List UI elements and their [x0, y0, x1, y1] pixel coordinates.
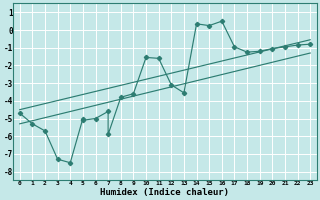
- X-axis label: Humidex (Indice chaleur): Humidex (Indice chaleur): [100, 188, 229, 197]
